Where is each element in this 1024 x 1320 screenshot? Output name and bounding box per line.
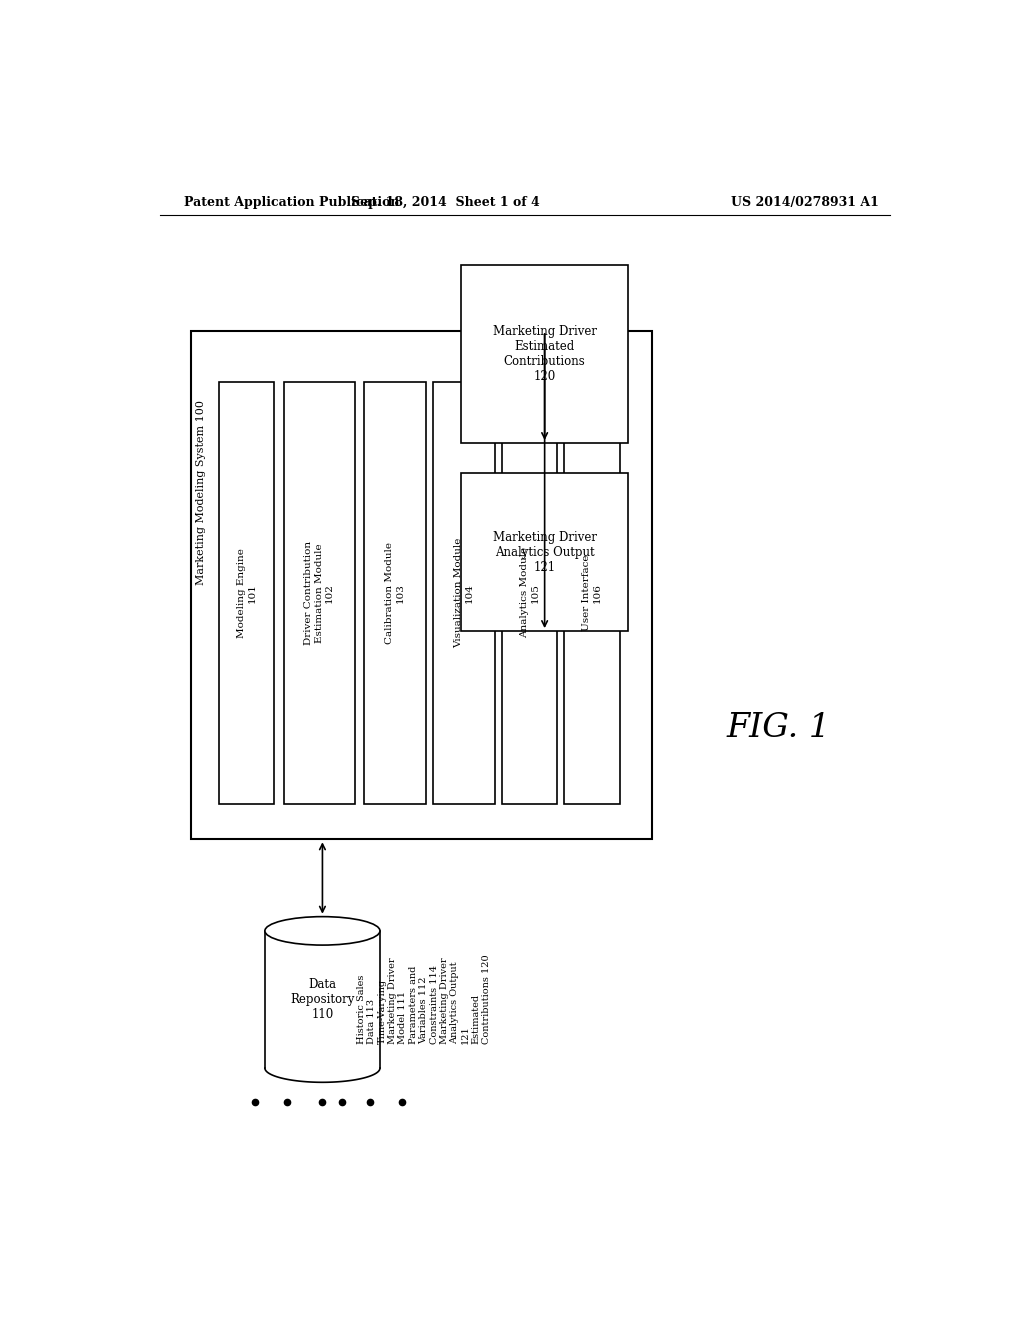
Text: User Interface
106: User Interface 106 [583,554,602,631]
Text: Marketing Driver
Estimated
Contributions
120: Marketing Driver Estimated Contributions… [493,325,597,383]
Bar [365,381,426,804]
Bar [265,931,380,1068]
Text: Marketing Modeling System 100: Marketing Modeling System 100 [196,400,206,585]
Bar [502,381,557,804]
Text: Historic Sales
Data 113
Time-Varying
Marketing Driver
Model 111
Parameters and
V: Historic Sales Data 113 Time-Varying Mar… [356,954,490,1044]
Bar [564,381,620,804]
Text: Analytics Module
105: Analytics Module 105 [520,548,540,639]
Bar [191,331,651,840]
Ellipse shape [265,916,380,945]
Text: Driver Contribution
Estimation Module
102: Driver Contribution Estimation Module 10… [304,541,334,645]
Text: Calibration Module
103: Calibration Module 103 [385,543,404,644]
Text: Patent Application Publication: Patent Application Publication [183,195,399,209]
Text: Marketing Driver
Analytics Output
121: Marketing Driver Analytics Output 121 [493,531,597,574]
Bar [219,381,274,804]
Bar [461,474,628,631]
Bar [284,381,355,804]
Text: Sep. 18, 2014  Sheet 1 of 4: Sep. 18, 2014 Sheet 1 of 4 [351,195,540,209]
Text: US 2014/0278931 A1: US 2014/0278931 A1 [731,195,879,209]
Bar [433,381,496,804]
Text: Visualization Module
104: Visualization Module 104 [455,537,474,648]
Text: Modeling Engine
101: Modeling Engine 101 [237,548,256,638]
Text: Data
Repository
110: Data Repository 110 [290,978,354,1020]
Bar [461,265,628,444]
Ellipse shape [265,1053,380,1082]
Text: FIG. 1: FIG. 1 [727,711,830,743]
